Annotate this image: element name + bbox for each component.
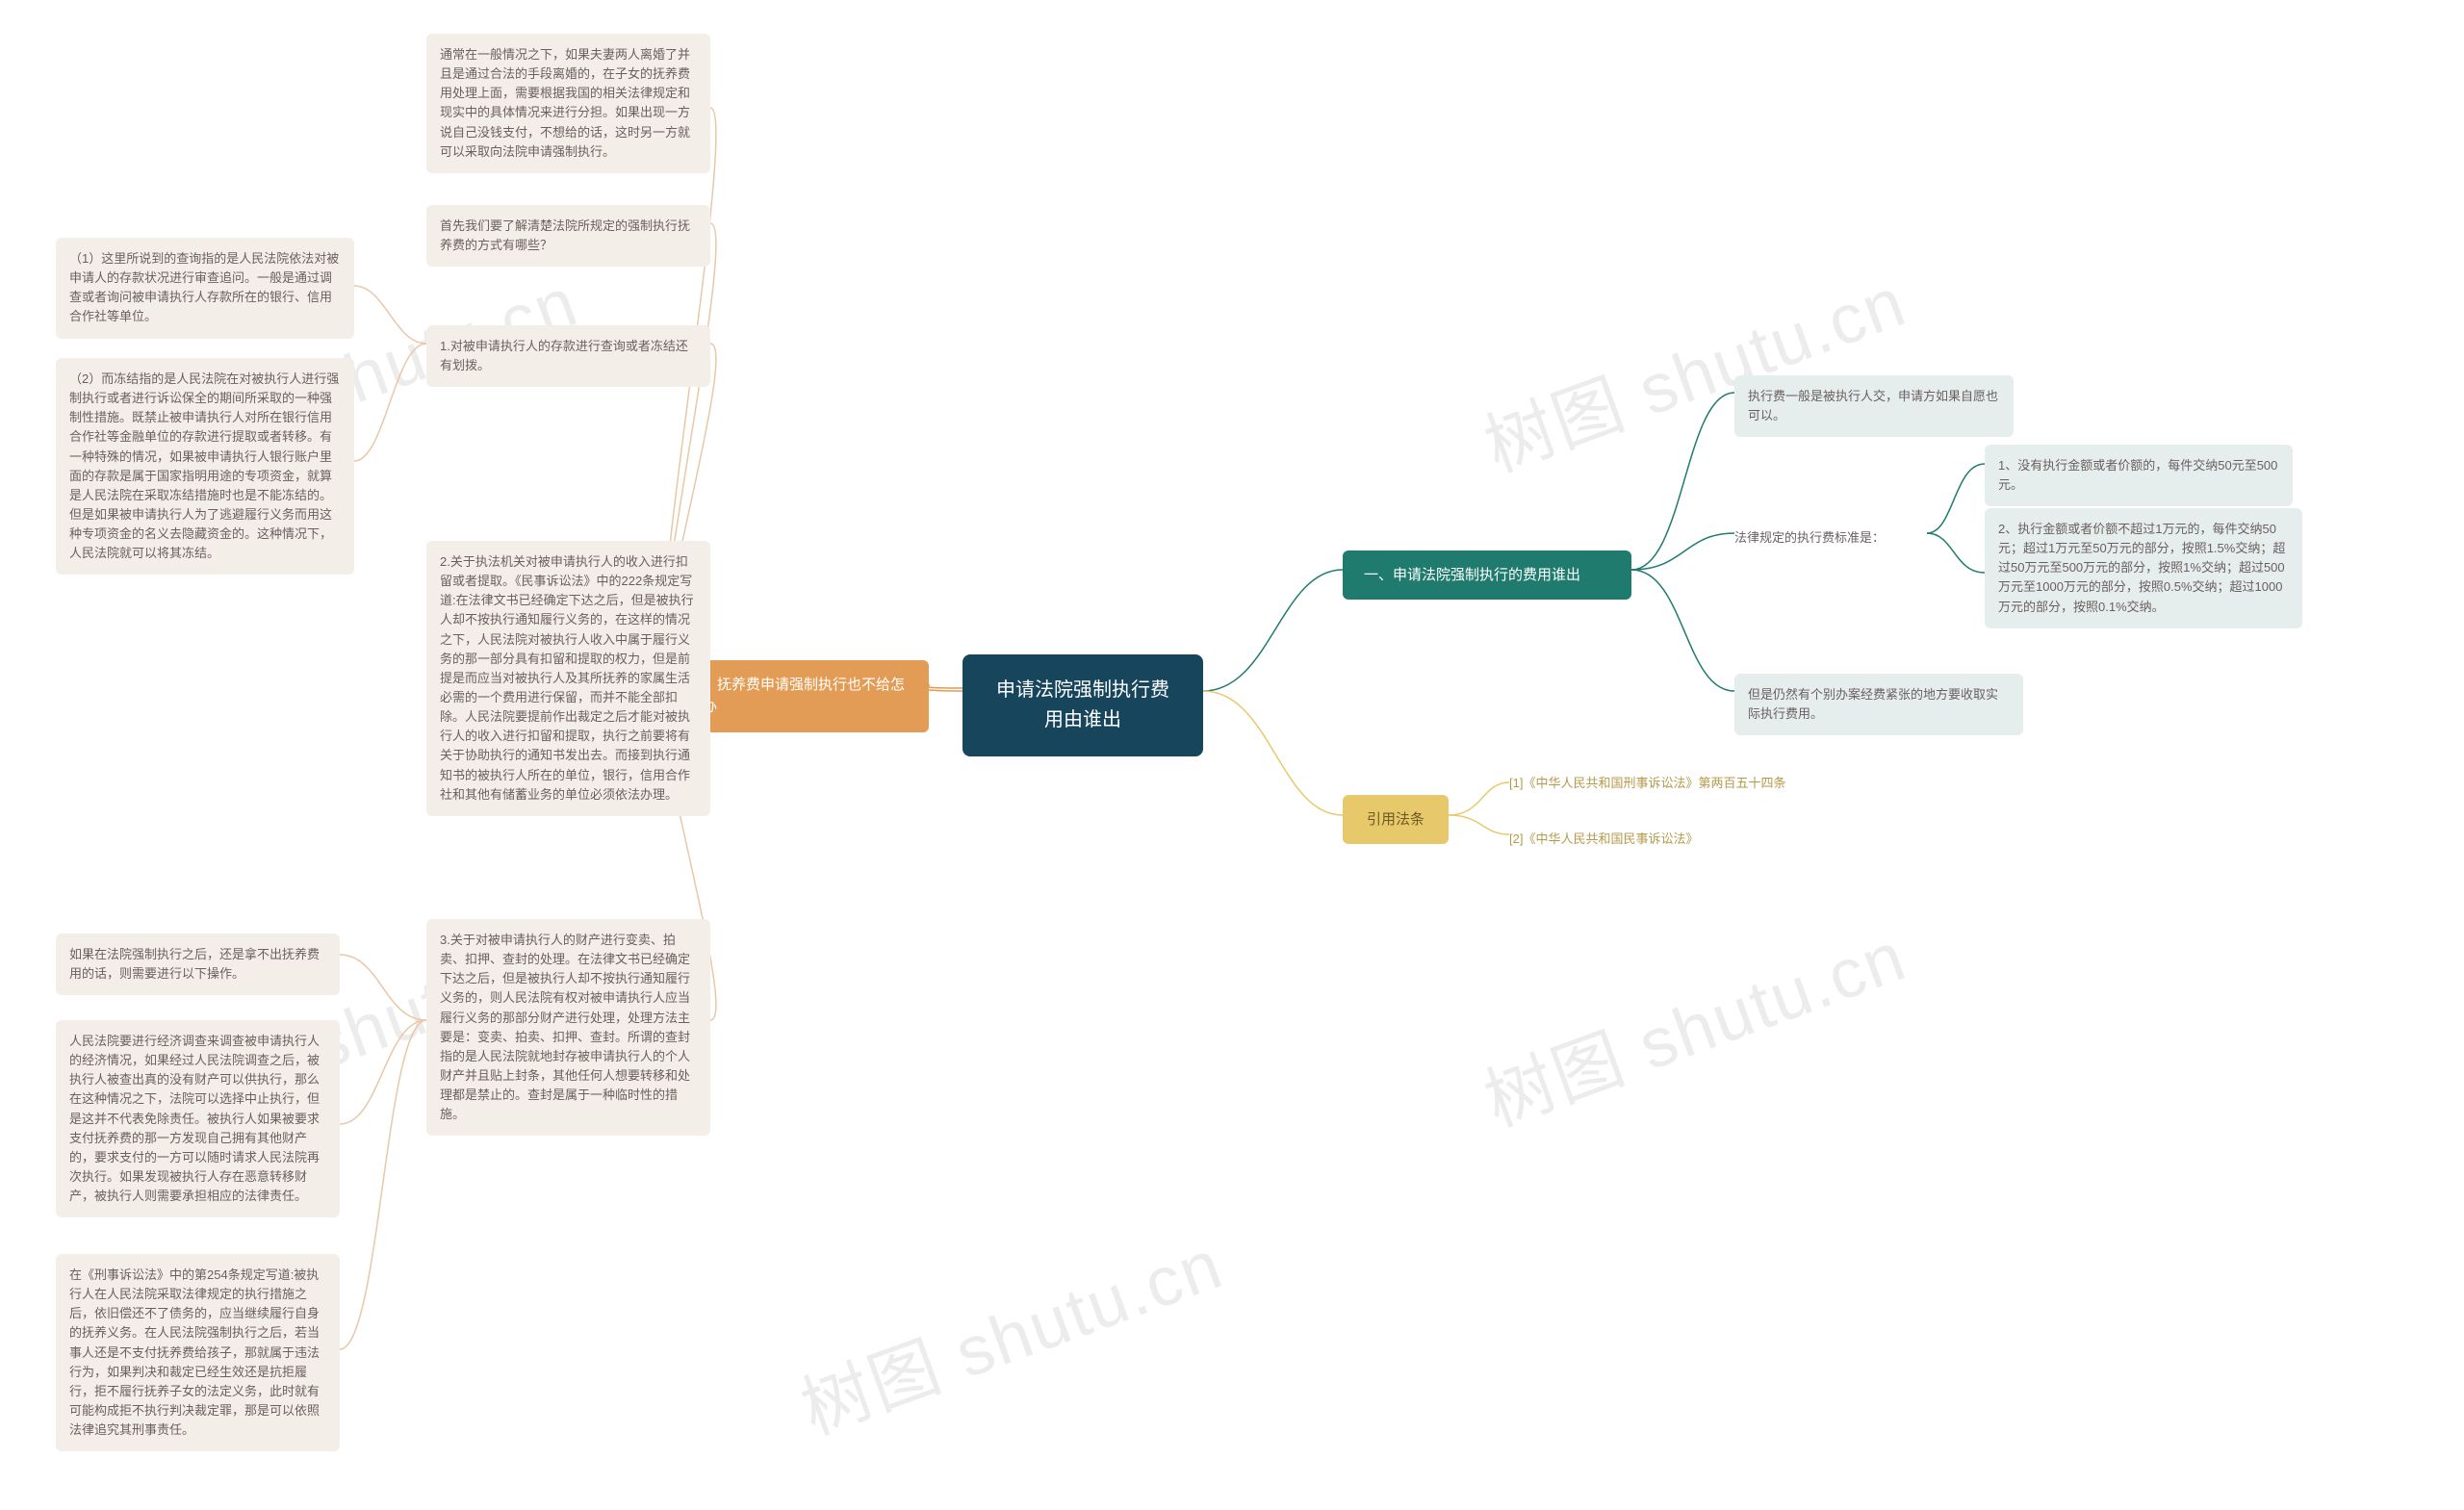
box-b1: 如果在法院强制执行之后，还是拿不出抚养费用的话，则需要进行以下操作。 <box>56 934 340 995</box>
leaf-fee-standard-2: 2、执行金额或者价额不超过1万元的，每件交纳50元；超过1万元至50万元的部分，… <box>1985 508 2302 628</box>
leaf-text: 2.关于执法机关对被申请执行人的收入进行扣留或者提取。《民事诉讼法》中的222条… <box>440 554 694 802</box>
leaf-text: 3.关于对被申请执行人的财产进行变卖、拍卖、扣押、查封的处理。在法律文书已经确定… <box>440 933 690 1121</box>
left-edges-simplified <box>0 0 2464 1510</box>
leaf-text: （2）而冻结指的是人民法院在对被执行人进行强制执行或者进行诉讼保全的期间所采取的… <box>69 371 339 560</box>
box-a5: 3.关于对被申请执行人的财产进行变卖、拍卖、扣押、查封的处理。在法律文书已经确定… <box>426 919 710 1136</box>
watermark: 树图 shutu.cn <box>1469 245 1917 491</box>
leaf-fee-standard-1: 1、没有执行金额或者价额的，每件交纳50元至500元。 <box>1985 445 2293 506</box>
root-label: 申请法院强制执行费用由谁出 <box>996 679 1169 730</box>
branch-label: 二、抚养费申请强制执行也不给怎么办 <box>688 677 905 715</box>
left-tree-edges <box>0 0 2464 1510</box>
watermark: 树图 shutu.cn <box>1469 900 1917 1145</box>
box-a3-g2: （2）而冻结指的是人民法院在对被执行人进行强制执行或者进行诉讼保全的期间所采取的… <box>56 358 354 575</box>
leaf-law-2: [2]《中华人民共和国民事诉讼法》 <box>1509 826 1817 853</box>
leaf-fee-standard: 法律规定的执行费标准是： <box>1734 525 1927 551</box>
box-a3: 1.对被申请执行人的存款进行查询或者冻结还有划拨。 <box>426 325 710 387</box>
leaf-text: 1.对被申请执行人的存款进行查询或者冻结还有划拨。 <box>440 339 688 372</box>
leaf-text: [2]《中华人民共和国民事诉讼法》 <box>1509 832 1698 846</box>
leaf-text: 通常在一般情况之下，如果夫妻两人离婚了并且是通过合法的手段离婚的，在子女的抚养费… <box>440 47 690 159</box>
box-a4: 2.关于执法机关对被申请执行人的收入进行扣留或者提取。《民事诉讼法》中的222条… <box>426 541 710 816</box>
leaf-text: 如果在法院强制执行之后，还是拿不出抚养费用的话，则需要进行以下操作。 <box>69 947 320 981</box>
leaf-text: 2、执行金额或者价额不超过1万元的，每件交纳50元；超过1万元至50万元的部分，… <box>1998 522 2285 614</box>
box-b2: 人民法院要进行经济调查来调查被申请执行人的经济情况，如果经过人民法院调查之后，被… <box>56 1020 340 1217</box>
leaf-text: （1）这里所说到的查询指的是人民法院依法对被申请人的存款状况进行审查追问。一般是… <box>69 251 339 323</box>
box-a3-g1: （1）这里所说到的查询指的是人民法院依法对被申请人的存款状况进行审查追问。一般是… <box>56 238 354 339</box>
leaf-exception: 但是仍然有个别办案经费紧张的地方要收取实际执行费用。 <box>1734 674 2023 735</box>
left-connectors <box>0 0 2464 1510</box>
branch-fee-who-pays: 一、申请法院强制执行的费用谁出 <box>1343 550 1631 600</box>
box-a1: 通常在一般情况之下，如果夫妻两人离婚了并且是通过合法的手段离婚的，在子女的抚养费… <box>426 34 710 173</box>
leaf-text: 1、没有执行金额或者价额的，每件交纳50元至500元。 <box>1998 458 2277 492</box>
watermark: 树图 shutu.cn <box>785 1208 1234 1453</box>
branch-label: 引用法条 <box>1367 811 1424 828</box>
root-node: 申请法院强制执行费用由谁出 <box>962 654 1203 756</box>
branch-label: 一、申请法院强制执行的费用谁出 <box>1364 567 1580 583</box>
mindmap-edges-left <box>0 0 2464 1510</box>
mindmap-edges <box>0 0 2464 1510</box>
leaf-text: 人民法院要进行经济调查来调查被申请执行人的经济情况，如果经过人民法院调查之后，被… <box>69 1034 320 1203</box>
branch-cited-laws: 引用法条 <box>1343 795 1449 844</box>
leaf-law-1: [1]《中华人民共和国刑事诉讼法》第两百五十四条 <box>1509 770 1817 797</box>
leaf-text: 在《刑事诉讼法》中的第254条规定写道:被执行人在人民法院采取法律规定的执行措施… <box>69 1267 320 1437</box>
leaf-text: 首先我们要了解清楚法院所规定的强制执行抚养费的方式有哪些？ <box>440 218 690 252</box>
leaf-text: 但是仍然有个别办案经费紧张的地方要收取实际执行费用。 <box>1748 687 1998 721</box>
edges-all <box>0 0 2464 1510</box>
leaf-exec-fee-payer: 执行费一般是被执行人交，申请方如果自愿也可以。 <box>1734 375 2014 437</box>
leaf-text: [1]《中华人民共和国刑事诉讼法》第两百五十四条 <box>1509 776 1785 790</box>
leaf-text: 法律规定的执行费标准是： <box>1734 530 1885 545</box>
edges-left-final <box>0 0 2464 1510</box>
box-b3: 在《刑事诉讼法》中的第254条规定写道:被执行人在人民法院采取法律规定的执行措施… <box>56 1254 340 1451</box>
box-a2: 首先我们要了解清楚法院所规定的强制执行抚养费的方式有哪些？ <box>426 205 710 267</box>
edges-left-real <box>0 0 2464 1510</box>
leaf-text: 执行费一般是被执行人交，申请方如果自愿也可以。 <box>1748 389 1998 422</box>
